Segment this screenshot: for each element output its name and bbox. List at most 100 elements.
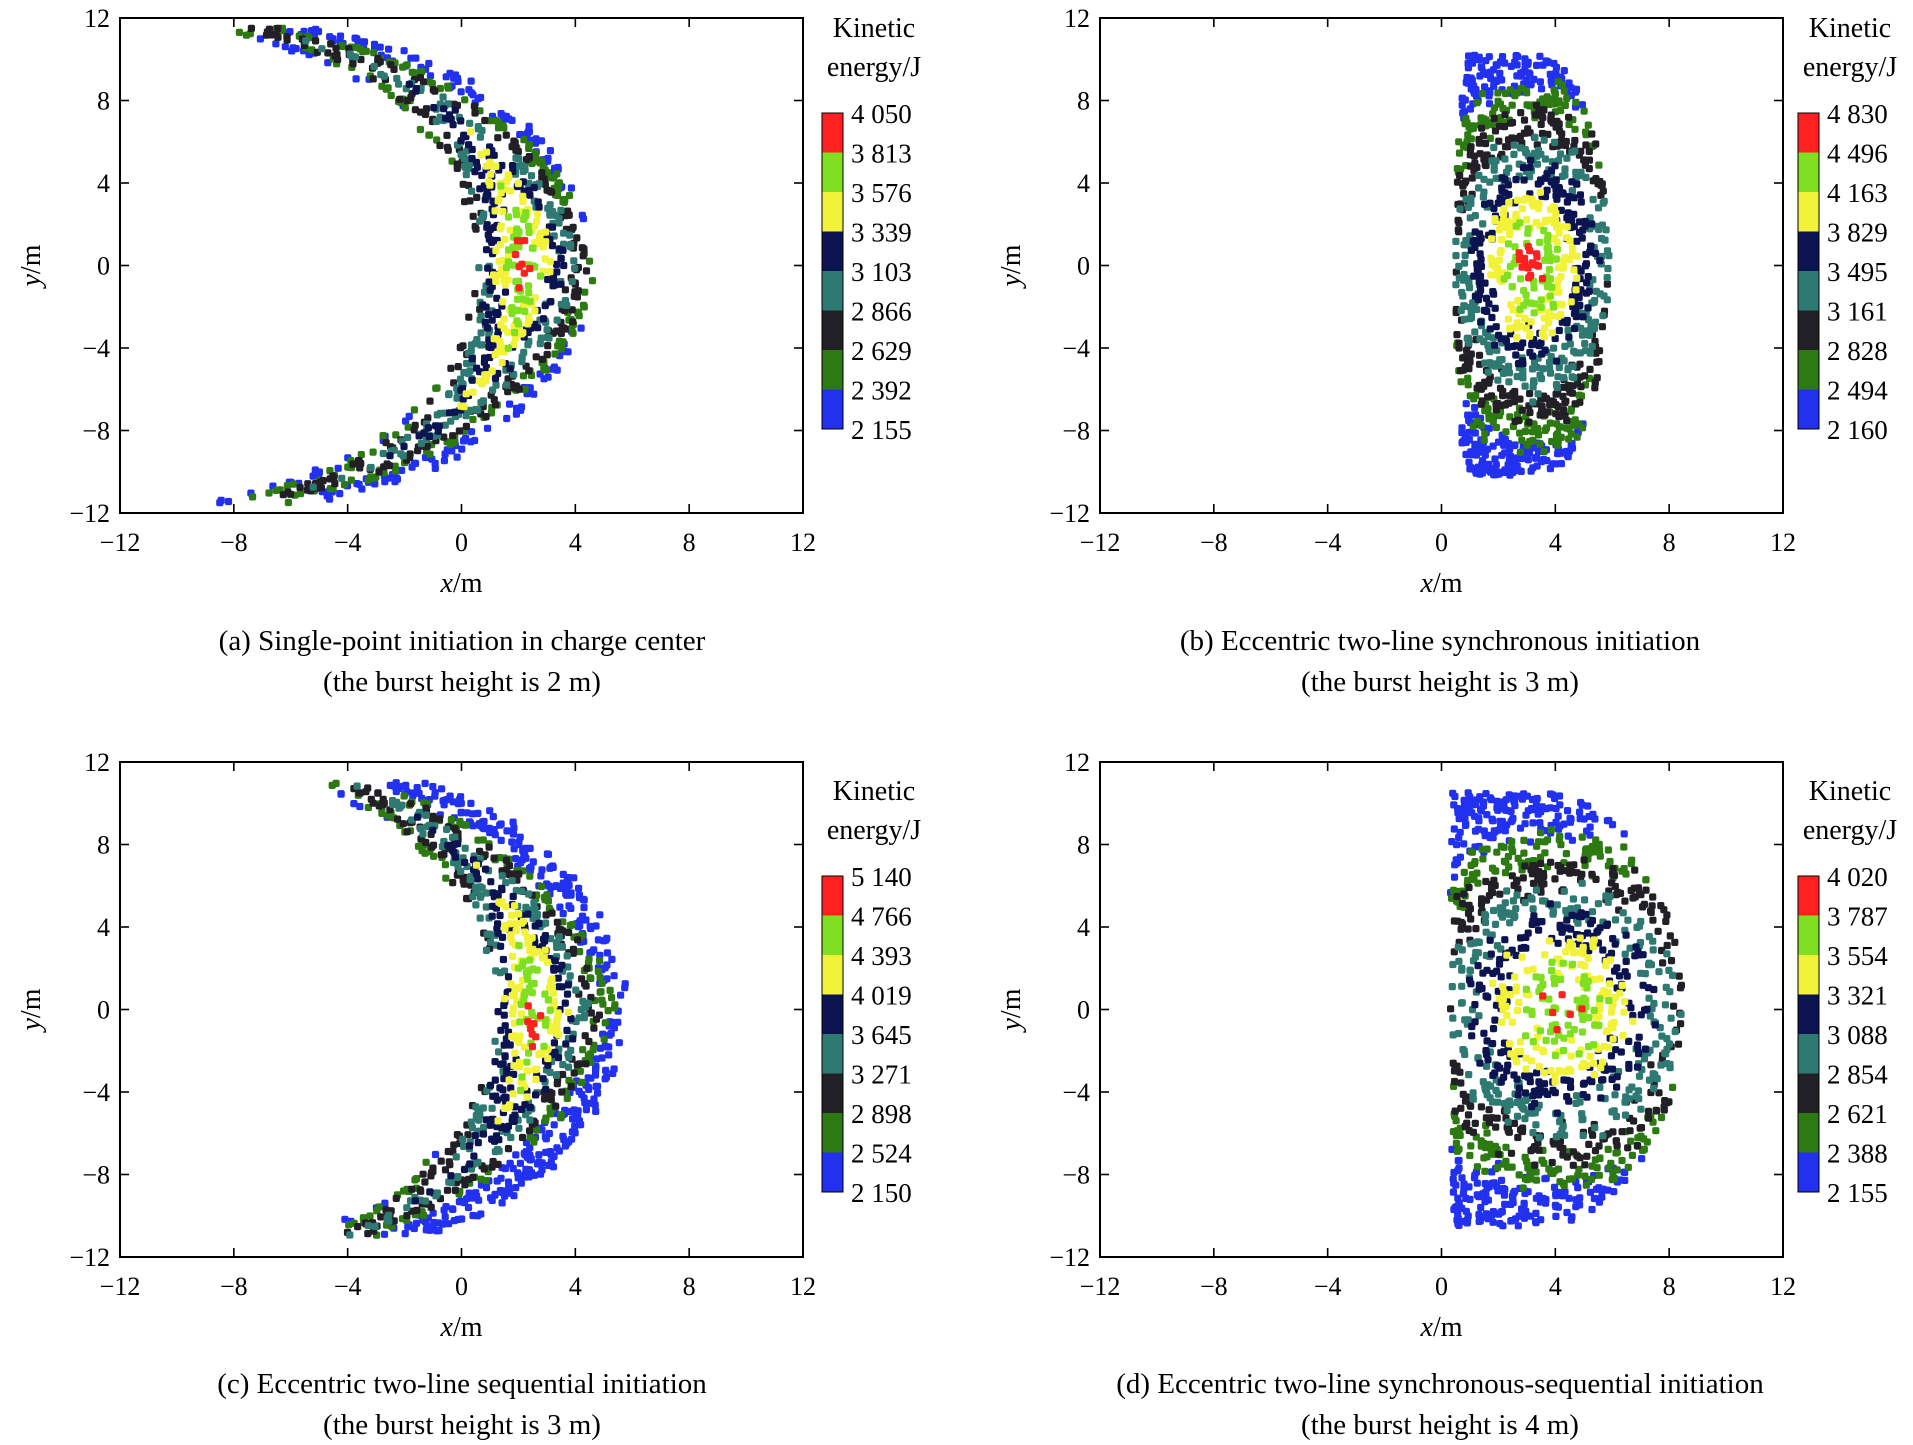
scatter-point — [1535, 926, 1543, 934]
scatter-point — [1563, 234, 1571, 242]
scatter-point — [1523, 1095, 1531, 1103]
scatter-point — [484, 310, 493, 319]
scatter-point — [1487, 1146, 1495, 1154]
scatter-point — [436, 409, 444, 417]
y-tick-label: −8 — [82, 417, 110, 446]
scatter-point — [1677, 981, 1685, 989]
scatter-point — [302, 37, 310, 45]
scatter-point — [1555, 326, 1563, 335]
y-tick-label: 4 — [97, 913, 110, 942]
scatter-point — [1453, 892, 1461, 901]
scatter-point — [1562, 907, 1570, 915]
scatter-point — [488, 1104, 496, 1112]
scatter-point — [1485, 415, 1493, 423]
scatter-point — [1466, 358, 1474, 366]
scatter-point — [516, 1159, 524, 1167]
scatter-point — [1469, 1095, 1477, 1103]
scatter-point — [1543, 237, 1551, 245]
scatter-point — [1471, 827, 1480, 835]
y-tick-label: 8 — [97, 831, 110, 860]
scatter-point — [1460, 190, 1468, 198]
scatter-point — [1589, 1131, 1597, 1139]
scatter-point — [1507, 1217, 1515, 1225]
colorbar-level-label: 2 494 — [1827, 376, 1888, 406]
scatter-point — [571, 1122, 579, 1130]
scatter-point — [1598, 1193, 1606, 1201]
scatter-point — [1502, 89, 1510, 98]
scatter-point — [1453, 331, 1461, 339]
scatter-point — [1511, 58, 1519, 66]
scatter-point — [1645, 994, 1653, 1002]
scatter-point — [1521, 862, 1529, 870]
scatter-point — [1503, 1067, 1511, 1075]
scatter-point — [1502, 168, 1511, 176]
scatter-point — [459, 1135, 467, 1143]
scatter-point — [1458, 999, 1466, 1007]
scatter-point — [1510, 150, 1518, 158]
scatter-point — [537, 872, 545, 880]
scatter-point — [1621, 950, 1629, 958]
scatter-point — [508, 877, 516, 885]
colorbar-frame — [1797, 112, 1820, 430]
scatter-point — [1544, 243, 1552, 251]
scatter-point — [1518, 205, 1526, 213]
scatter-point — [1533, 141, 1541, 149]
scatter-point — [450, 1141, 458, 1149]
scatter-point — [1554, 1165, 1563, 1173]
scatter-point — [442, 874, 450, 882]
scatter-point — [468, 376, 476, 384]
scatter-point — [580, 303, 588, 311]
scatter-point — [519, 917, 527, 925]
scatter-point — [422, 105, 431, 113]
scatter-point — [1452, 856, 1460, 864]
scatter-point — [551, 957, 559, 965]
scatter-point — [391, 462, 399, 470]
scatter-point — [1563, 223, 1571, 231]
scatter-point — [585, 1037, 593, 1046]
scatter-point — [1455, 957, 1463, 965]
scatter-point — [508, 309, 516, 318]
scatter-point — [569, 318, 577, 326]
scatter-point — [399, 63, 407, 71]
colorbar-segment — [822, 1152, 843, 1193]
scatter-point — [1527, 318, 1535, 326]
scatter-point — [609, 1069, 617, 1077]
scatter-point — [551, 350, 559, 358]
scatter-point — [557, 280, 565, 288]
scatter-point — [1547, 858, 1555, 866]
colorbar-level-label: 4 496 — [1827, 139, 1888, 169]
scatter-point — [1504, 852, 1512, 861]
scatter-point — [1481, 918, 1490, 927]
y-tick-label: 12 — [1064, 4, 1090, 33]
scatter-point — [1464, 374, 1472, 382]
scatter-point — [482, 1177, 490, 1185]
scatter-point — [556, 903, 564, 911]
scatter-point — [1454, 1194, 1462, 1202]
scatter-point — [1517, 275, 1525, 283]
scatter-point — [502, 856, 510, 864]
scatter-point — [1555, 1188, 1563, 1197]
scatter-point — [1482, 877, 1490, 886]
y-axis-unit: /m — [996, 244, 1027, 274]
scatter-point — [506, 1160, 514, 1168]
scatter-point — [318, 45, 326, 53]
scatter-point — [485, 278, 493, 286]
scatter-point — [1469, 299, 1477, 307]
scatter-point — [1503, 887, 1511, 895]
scatter-point — [546, 1104, 554, 1112]
scatter-point — [1467, 246, 1475, 254]
scatter-point — [479, 1124, 488, 1132]
scatter-point — [474, 875, 482, 883]
scatter-point — [482, 148, 491, 156]
scatter-point — [522, 844, 530, 852]
scatter-point — [417, 439, 425, 448]
scatter-point — [1649, 916, 1657, 924]
scatter-point — [1507, 1149, 1516, 1157]
scatter-point — [509, 261, 517, 269]
scatter-point — [460, 1165, 469, 1174]
scatter-point — [1488, 1211, 1496, 1219]
scatter-point — [525, 228, 533, 236]
scatter-point — [499, 122, 507, 130]
scatter-point — [1464, 1111, 1473, 1119]
scatter-point — [1527, 467, 1535, 475]
